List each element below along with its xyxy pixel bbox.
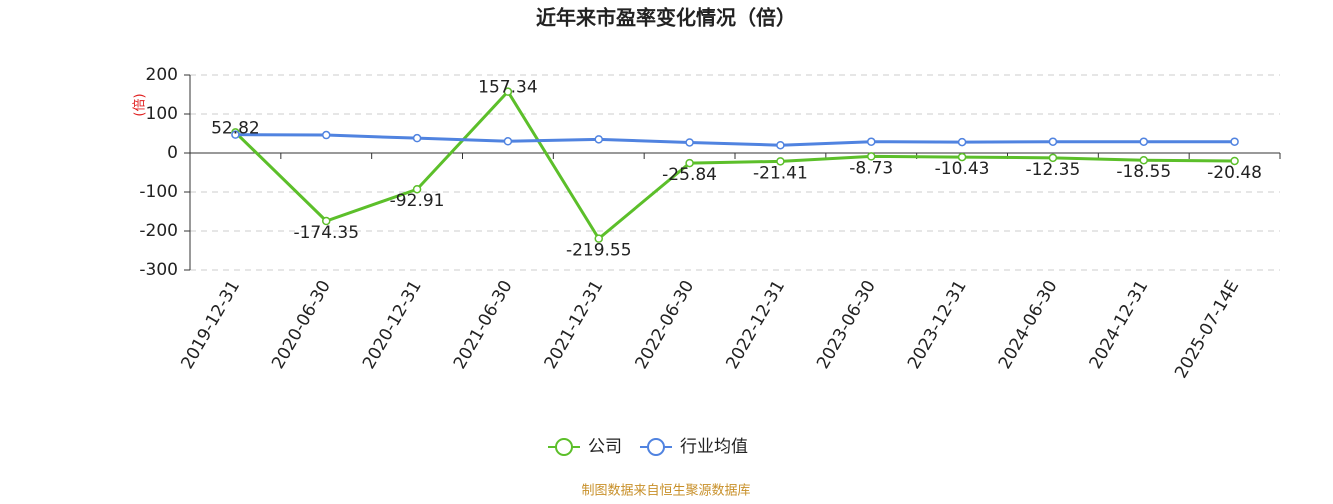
data-point: [231, 130, 240, 139]
y-tick-label: -100: [139, 182, 178, 202]
legend-label: 公司: [588, 437, 622, 457]
data-point: [776, 157, 785, 166]
data-label: -219.55: [566, 241, 632, 261]
data-label: -21.41: [753, 163, 808, 183]
data-label: -25.84: [662, 165, 717, 185]
data-label: -8.73: [849, 158, 893, 178]
data-point: [1230, 137, 1239, 146]
y-tick-label: 100: [146, 104, 178, 124]
data-point: [957, 152, 967, 162]
data-point: [412, 184, 422, 194]
legend-label: 行业均值: [680, 437, 748, 457]
series-line: [235, 133, 1235, 147]
y-tick-label: 0: [167, 143, 178, 163]
x-tick-label: 2022-06-30: [632, 277, 699, 373]
data-label: 52.82: [211, 118, 260, 138]
legend-marker: [555, 438, 573, 456]
data-point: [957, 137, 967, 147]
data-point: [322, 216, 331, 226]
data-point: [1139, 155, 1148, 165]
data-point: [1048, 153, 1058, 163]
legend-marker: [647, 438, 665, 456]
data-point: [503, 87, 513, 96]
data-label: -18.55: [1116, 162, 1171, 182]
data-point: [594, 234, 603, 243]
x-tick-label: 2020-06-30: [268, 277, 335, 373]
chart-title: 近年来市盈率变化情况（倍）: [536, 6, 796, 30]
y-axis-label: (倍): [133, 93, 148, 116]
data-label: -20.48: [1207, 163, 1262, 183]
data-point: [685, 158, 694, 168]
data-point: [1048, 137, 1058, 146]
data-label: 157.34: [478, 78, 537, 98]
y-tick-label: 200: [146, 65, 178, 85]
x-tick-label: 2024-06-30: [995, 277, 1062, 373]
y-tick-label: -300: [139, 260, 178, 280]
data-point: [685, 138, 694, 147]
data-point: [503, 137, 513, 146]
data-label: -12.35: [1026, 160, 1081, 180]
x-tick-label: 2021-12-31: [541, 277, 608, 373]
data-point: [1230, 156, 1239, 166]
x-tick-label: 2025-07-14E: [1171, 277, 1243, 382]
x-tick-label: 2020-12-31: [359, 277, 426, 373]
data-point: [412, 133, 422, 143]
x-tick-label: 2023-12-31: [904, 277, 971, 373]
data-label: -10.43: [935, 159, 990, 179]
x-tick-label: 2021-06-30: [450, 277, 517, 373]
data-point: [867, 137, 876, 146]
x-tick-label: 2019-12-31: [177, 277, 244, 373]
series-line: [234, 89, 1235, 241]
data-point: [594, 135, 603, 144]
source-note: 制图数据来自恒生聚源数据库: [581, 483, 750, 499]
data-point: [322, 130, 331, 140]
data-label: -174.35: [293, 223, 359, 243]
data-point: [776, 140, 785, 150]
x-tick-label: 2024-12-31: [1086, 277, 1153, 373]
x-tick-label: 2023-06-30: [813, 277, 880, 373]
data-label: -92.91: [390, 191, 445, 211]
y-tick-label: -200: [139, 221, 178, 241]
data-point: [867, 152, 876, 161]
x-tick-label: 2022-12-31: [722, 277, 789, 373]
data-point: [1139, 137, 1148, 146]
